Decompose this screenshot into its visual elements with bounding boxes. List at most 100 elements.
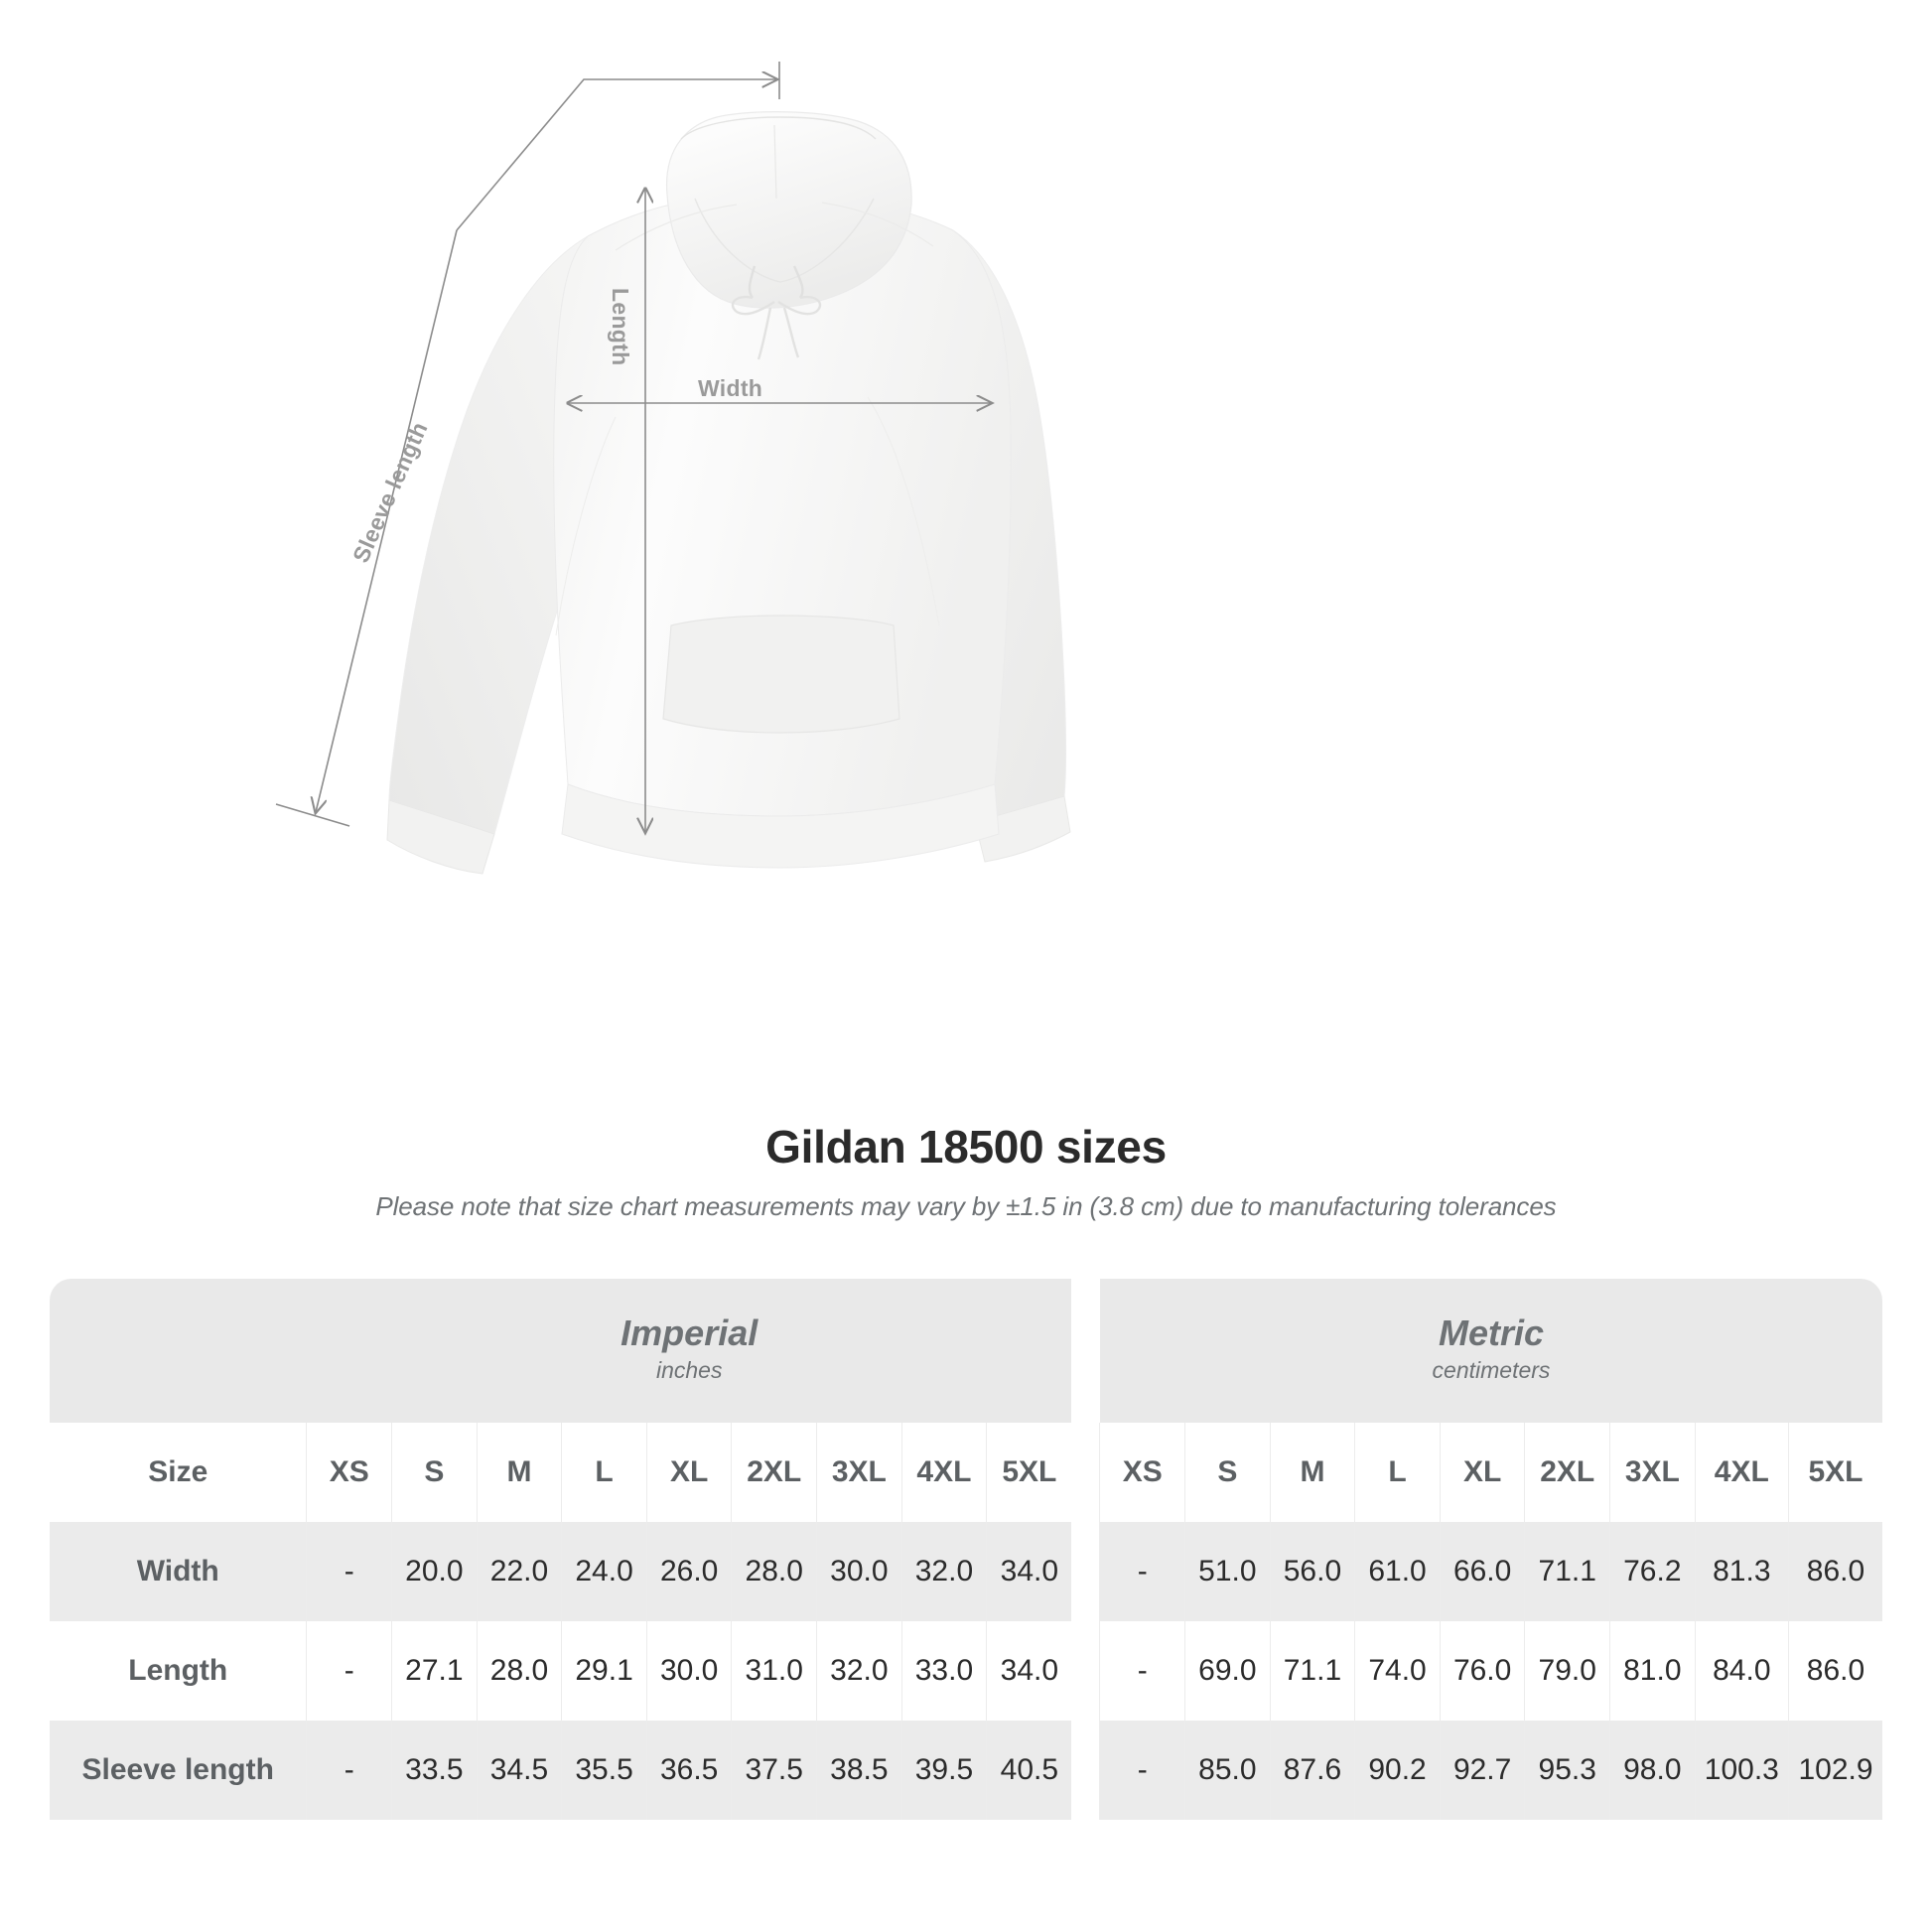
page-title: Gildan 18500 sizes (765, 1121, 1167, 1173)
cell-width-cm-m: 56.0 (1269, 1522, 1355, 1621)
cell-width-in-2xl: 28.0 (731, 1522, 817, 1621)
size-table: Imperial inches Metric centimeters Size … (50, 1279, 1882, 1820)
tolerance-note: Please note that size chart measurements… (375, 1191, 1557, 1221)
cell-sleeve-cm-5xl: 102.9 (1788, 1721, 1882, 1820)
cell-width-cm-4xl: 81.3 (1694, 1522, 1789, 1621)
cell-sleeve-in-xs: - (306, 1721, 392, 1820)
imperial-unit-header: Imperial inches (306, 1279, 1072, 1423)
size-header-metric-3xl: 3XL (1609, 1423, 1696, 1522)
cell-sleeve-cm-s: 85.0 (1184, 1721, 1271, 1820)
size-header-metric-xs: XS (1099, 1423, 1185, 1522)
cell-length-cm-3xl: 81.0 (1609, 1621, 1696, 1721)
metric-unit-header: Metric centimeters (1099, 1279, 1882, 1423)
cell-width-cm-xl: 66.0 (1439, 1522, 1525, 1621)
title-block: Gildan 18500 sizes Please note that size… (0, 1120, 1932, 1222)
unit-gap (1071, 1279, 1100, 1423)
size-header-metric-2xl: 2XL (1524, 1423, 1610, 1522)
cell-width-cm-l: 61.0 (1354, 1522, 1441, 1621)
cell-sleeve-cm-m: 87.6 (1269, 1721, 1355, 1820)
cell-length-in-2xl: 31.0 (731, 1621, 817, 1721)
cell-width-cm-xs: - (1099, 1522, 1185, 1621)
cell-width-in-l: 24.0 (561, 1522, 647, 1621)
cell-length-in-m: 28.0 (476, 1621, 562, 1721)
size-header-imperial-xs: XS (306, 1423, 392, 1522)
cell-width-in-xs: - (306, 1522, 392, 1621)
cell-sleeve-in-m: 34.5 (476, 1721, 562, 1820)
cell-length-cm-5xl: 86.0 (1788, 1621, 1882, 1721)
size-header-imperial-2xl: 2XL (731, 1423, 817, 1522)
hoodie-illustration (275, 62, 1071, 875)
cell-width-in-m: 22.0 (476, 1522, 562, 1621)
cell-length-in-5xl: 34.0 (986, 1621, 1072, 1721)
row-label-sleeve-length: Sleeve length (50, 1721, 307, 1820)
width-dimension-label: Width (698, 375, 763, 401)
cell-width-cm-s: 51.0 (1184, 1522, 1271, 1621)
sleeve-leader-line (456, 79, 776, 231)
row-label-length: Length (50, 1621, 307, 1721)
garment-diagram: Length Width Sleeve length (275, 62, 1071, 875)
cell-length-cm-s: 69.0 (1184, 1621, 1271, 1721)
size-header-imperial-m: M (476, 1423, 562, 1522)
row-gap-width (1071, 1522, 1100, 1621)
cell-width-cm-3xl: 76.2 (1609, 1522, 1696, 1621)
cell-sleeve-cm-l: 90.2 (1354, 1721, 1441, 1820)
size-header-imperial-s: S (391, 1423, 478, 1522)
cell-width-cm-5xl: 86.0 (1788, 1522, 1882, 1621)
length-dimension-label: Length (608, 288, 633, 366)
cell-sleeve-cm-xs: - (1099, 1721, 1185, 1820)
size-header-metric-m: M (1269, 1423, 1355, 1522)
cell-length-in-l: 29.1 (561, 1621, 647, 1721)
size-header-metric-l: L (1354, 1423, 1441, 1522)
table-row: Length - 27.1 28.0 29.1 30.0 31.0 32.0 3… (50, 1621, 1882, 1721)
cell-length-cm-4xl: 84.0 (1694, 1621, 1789, 1721)
hoodie-shape (386, 111, 1071, 875)
size-header-metric-xl: XL (1439, 1423, 1525, 1522)
cell-sleeve-in-xl: 36.5 (645, 1721, 732, 1820)
cell-sleeve-in-l: 35.5 (561, 1721, 647, 1820)
size-header-imperial-3xl: 3XL (816, 1423, 902, 1522)
imperial-unit-sub: inches (655, 1357, 723, 1384)
unit-header-row: Imperial inches Metric centimeters (50, 1279, 1882, 1423)
cell-sleeve-in-4xl: 39.5 (900, 1721, 987, 1820)
cell-sleeve-cm-2xl: 95.3 (1524, 1721, 1610, 1820)
cell-sleeve-cm-4xl: 100.3 (1694, 1721, 1789, 1820)
unit-spacer-left (50, 1279, 307, 1423)
row-gap-length (1071, 1621, 1100, 1721)
cell-sleeve-cm-xl: 92.7 (1439, 1721, 1525, 1820)
cell-length-cm-m: 71.1 (1269, 1621, 1355, 1721)
cell-length-in-4xl: 33.0 (900, 1621, 987, 1721)
size-header-metric-4xl: 4XL (1694, 1423, 1789, 1522)
cell-width-cm-2xl: 71.1 (1524, 1522, 1610, 1621)
cell-length-cm-xl: 76.0 (1439, 1621, 1525, 1721)
cell-width-in-5xl: 34.0 (986, 1522, 1072, 1621)
size-header-row: Size XS S M L XL 2XL 3XL 4XL 5XL XS S M … (50, 1423, 1882, 1522)
size-header-imperial-xl: XL (645, 1423, 732, 1522)
size-header-imperial-5xl: 5XL (986, 1423, 1072, 1522)
table-row: Width - 20.0 22.0 24.0 26.0 28.0 30.0 32… (50, 1522, 1882, 1621)
sleeve-length-arrow (316, 229, 458, 812)
cell-length-in-xs: - (306, 1621, 392, 1721)
size-table-wrapper: Imperial inches Metric centimeters Size … (50, 1279, 1882, 1820)
size-header-imperial-4xl: 4XL (900, 1423, 987, 1522)
cell-length-in-3xl: 32.0 (816, 1621, 902, 1721)
cell-width-in-4xl: 32.0 (900, 1522, 987, 1621)
size-header-gap (1071, 1423, 1100, 1522)
cell-length-cm-xs: - (1099, 1621, 1185, 1721)
metric-unit-sub: centimeters (1432, 1357, 1551, 1384)
row-gap-sleeve (1071, 1721, 1100, 1820)
cell-length-in-xl: 30.0 (645, 1621, 732, 1721)
cell-width-in-s: 20.0 (391, 1522, 478, 1621)
metric-unit-name: Metric (1438, 1312, 1544, 1354)
row-label-width: Width (50, 1522, 307, 1621)
size-header-metric-5xl: 5XL (1788, 1423, 1882, 1522)
cell-width-in-xl: 26.0 (645, 1522, 732, 1621)
cell-sleeve-in-s: 33.5 (391, 1721, 478, 1820)
sleeve-bottom-tick (275, 803, 350, 827)
cell-length-cm-l: 74.0 (1354, 1621, 1441, 1721)
cell-length-cm-2xl: 79.0 (1524, 1621, 1610, 1721)
size-header-metric-s: S (1184, 1423, 1271, 1522)
cell-length-in-s: 27.1 (391, 1621, 478, 1721)
table-row: Sleeve length - 33.5 34.5 35.5 36.5 37.5… (50, 1721, 1882, 1820)
cell-sleeve-in-5xl: 40.5 (986, 1721, 1072, 1820)
